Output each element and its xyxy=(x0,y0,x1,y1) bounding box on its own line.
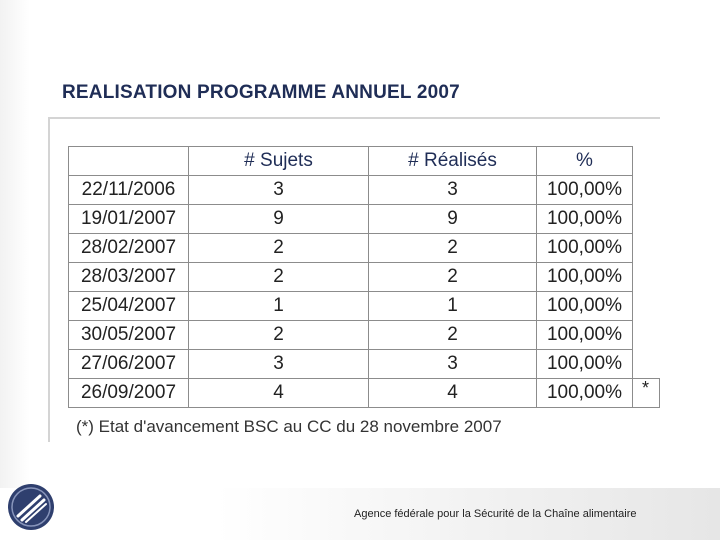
row-sujets: 2 xyxy=(188,233,369,263)
row-date: 30/05/2007 xyxy=(68,320,189,350)
program-table: # Sujets # Réalisés % 22/11/2006 3 3 100… xyxy=(68,146,633,408)
row-realises: 2 xyxy=(368,262,537,292)
row-realises: 1 xyxy=(368,291,537,321)
row-sujets: 3 xyxy=(188,175,369,205)
table-row: 26/09/2007 4 4 100,00% xyxy=(68,378,633,408)
row-realises: 9 xyxy=(368,204,537,234)
row-realises: 2 xyxy=(368,320,537,350)
footnote-marker: * xyxy=(632,378,660,408)
row-percent: 100,00% xyxy=(536,175,633,205)
row-date: 19/01/2007 xyxy=(68,204,189,234)
agency-name: Agence fédérale pour la Sécurité de la C… xyxy=(354,508,637,520)
row-date: 22/11/2006 xyxy=(68,175,189,205)
row-sujets: 1 xyxy=(188,291,369,321)
row-percent: 100,00% xyxy=(536,378,633,408)
header-percent: % xyxy=(536,146,633,176)
row-percent: 100,00% xyxy=(536,349,633,379)
header-sujets: # Sujets xyxy=(188,146,369,176)
table-header-row: # Sujets # Réalisés % xyxy=(68,146,633,176)
row-date: 27/06/2007 xyxy=(68,349,189,379)
row-date: 26/09/2007 xyxy=(68,378,189,408)
row-sujets: 2 xyxy=(188,262,369,292)
table-row: 27/06/2007 3 3 100,00% xyxy=(68,349,633,379)
row-percent: 100,00% xyxy=(536,204,633,234)
header-realises: # Réalisés xyxy=(368,146,537,176)
row-percent: 100,00% xyxy=(536,291,633,321)
row-percent: 100,00% xyxy=(536,233,633,263)
header-date xyxy=(68,146,189,176)
row-realises: 2 xyxy=(368,233,537,263)
row-percent: 100,00% xyxy=(536,262,633,292)
afsca-logo-icon xyxy=(8,484,54,530)
footnote-text: (*) Etat d'avancement BSC au CC du 28 no… xyxy=(76,417,502,436)
table-row: 28/03/2007 2 2 100,00% xyxy=(68,262,633,292)
row-date: 28/02/2007 xyxy=(68,233,189,263)
table-row: 28/02/2007 2 2 100,00% xyxy=(68,233,633,263)
table-row: 22/11/2006 3 3 100,00% xyxy=(68,175,633,205)
table-row: 30/05/2007 2 2 100,00% xyxy=(68,320,633,350)
row-realises: 3 xyxy=(368,175,537,205)
left-decor-strip xyxy=(0,0,30,540)
row-sujets: 4 xyxy=(188,378,369,408)
row-sujets: 9 xyxy=(188,204,369,234)
table-row: 25/04/2007 1 1 100,00% xyxy=(68,291,633,321)
row-date: 28/03/2007 xyxy=(68,262,189,292)
row-percent: 100,00% xyxy=(536,320,633,350)
row-sujets: 2 xyxy=(188,320,369,350)
row-realises: 3 xyxy=(368,349,537,379)
row-date: 25/04/2007 xyxy=(68,291,189,321)
footer-band xyxy=(0,488,720,540)
table-row: 19/01/2007 9 9 100,00% xyxy=(68,204,633,234)
row-sujets: 3 xyxy=(188,349,369,379)
slide-title: REALISATION PROGRAMME ANNUEL 2007 xyxy=(62,82,460,103)
row-realises: 4 xyxy=(368,378,537,408)
